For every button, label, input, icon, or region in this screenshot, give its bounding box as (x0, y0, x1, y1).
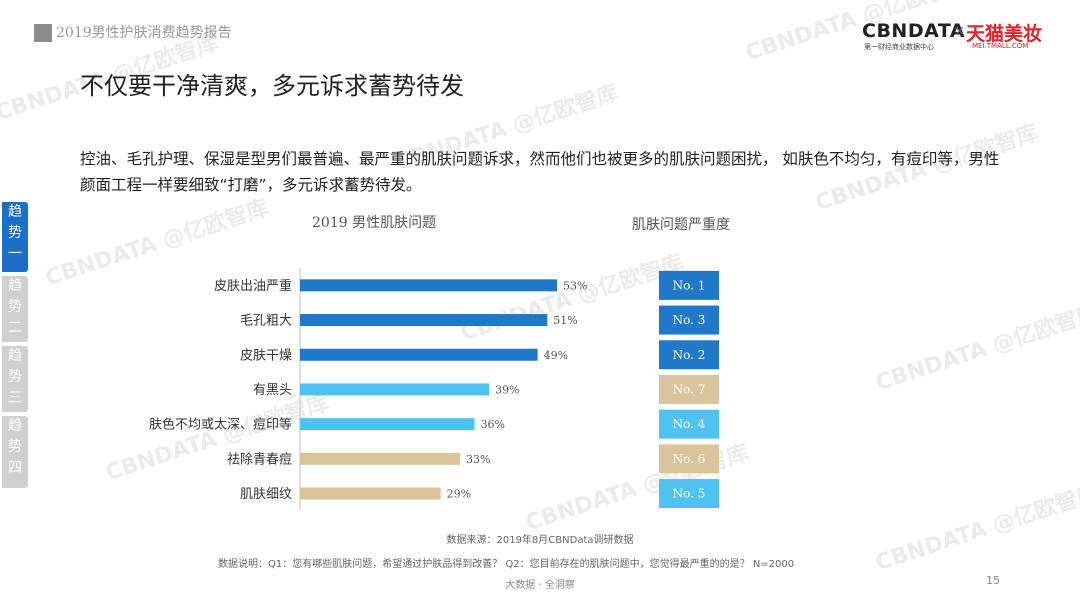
category-label: 肤色不均或太深、痘印等 (149, 417, 292, 433)
side-tab-trend-3[interactable]: 趋 势 三 (2, 346, 28, 412)
bar (300, 487, 441, 500)
tmall-logo-subtitle: MEI.TMALL.COM (972, 42, 1029, 50)
footer-slogan: 大数据 · 全洞察 (505, 580, 575, 591)
report-title: 2019男性护肤消费趋势报告 (56, 25, 232, 41)
severity-box (659, 374, 719, 404)
severity-rank: No. 4 (673, 417, 706, 431)
page-number: 15 (986, 574, 1000, 587)
severity-box (659, 409, 719, 439)
bar (300, 314, 548, 327)
severity-rank: No. 2 (673, 348, 706, 362)
severity-rank: No. 1 (673, 278, 706, 292)
severity-box (659, 305, 719, 335)
cbndata-logo-subtitle: 第一财经商业数据中心 (864, 43, 934, 51)
severity-box (659, 340, 719, 370)
chart-title: 2019 男性肌肤问题 (312, 215, 437, 231)
bar (300, 418, 475, 431)
value-label: 53% (563, 279, 587, 292)
page-description: 控油、毛孔护理、保湿是型男们最普遍、最严重的肌肤问题诉求，然而他们也被更多的肌肤… (80, 150, 1000, 194)
header-marker (34, 24, 52, 42)
value-label: 29% (447, 488, 471, 501)
data-note: 数据说明：Q1：您有哪些肌肤问题，希望通过护肤品得到改善？ Q2：您目前存在的肌… (218, 559, 795, 570)
tmall-logo: 天猫美妆 (966, 23, 1043, 45)
side-tab-trend-1[interactable]: 趋 势 一 (2, 202, 28, 272)
category-label: 皮肤出油严重 (214, 278, 292, 294)
severity-rank: No. 6 (673, 452, 706, 466)
bar (300, 279, 557, 292)
side-tab-trend-2[interactable]: 趋 势 二 (2, 276, 28, 342)
bar (300, 348, 538, 361)
bar (300, 383, 490, 396)
brand-logo: CBNDATA 第一财经商业数据中心 × 天猫美妆 MEI.TMALL.COM (862, 18, 1042, 52)
severity-box (659, 270, 719, 300)
page-title: 不仅要干净清爽，多元诉求蓄势待发 (80, 72, 464, 100)
value-label: 49% (544, 349, 568, 362)
severity-title: 肌肤问题严重度 (632, 217, 730, 233)
severity-box (659, 444, 719, 474)
side-tab-trend-4[interactable]: 趋 势 四 (2, 416, 28, 488)
severity-rank: No. 7 (673, 382, 706, 396)
bar (300, 452, 461, 465)
severity-rank: No. 5 (673, 487, 706, 501)
value-label: 33% (466, 453, 490, 466)
value-label: 39% (495, 383, 519, 396)
category-label: 毛孔粗大 (240, 314, 292, 329)
category-label: 肌肤细纹 (240, 487, 292, 502)
value-label: 36% (481, 418, 505, 431)
category-label: 有黑头 (253, 383, 292, 398)
severity-rank: No. 3 (673, 313, 706, 327)
value-label: 51% (553, 314, 577, 327)
logo-separator: × (954, 24, 965, 39)
severity-box (659, 479, 719, 509)
category-label: 祛除青春痘 (227, 451, 292, 467)
cbndata-logo: CBNDATA (862, 20, 966, 42)
category-label: 皮肤干燥 (240, 348, 292, 363)
data-source: 数据来源：2019年8月CBNData调研数据 (446, 535, 634, 546)
